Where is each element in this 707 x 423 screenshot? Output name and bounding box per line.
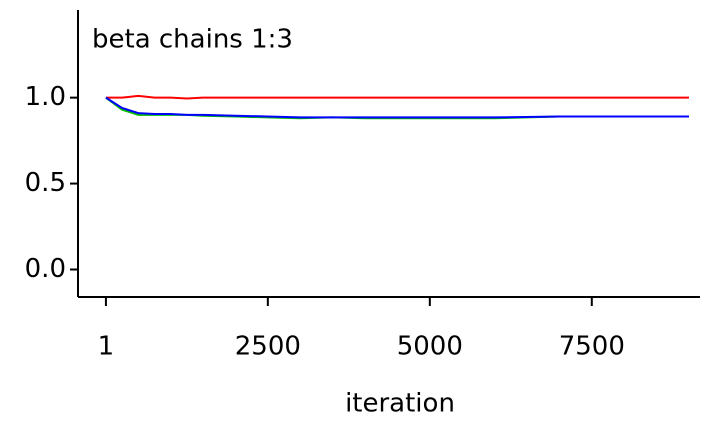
x-tick-label: 1	[98, 332, 115, 362]
x-tick-label: 5000	[397, 332, 463, 362]
x-tick-label: 2500	[235, 332, 301, 362]
x-axis-label: iteration	[345, 389, 455, 419]
series-line	[105, 96, 689, 119]
x-tick-label: 7500	[559, 332, 625, 362]
y-tick-label: 0.5	[25, 168, 66, 198]
series-line	[105, 94, 689, 100]
chart-title: beta chains 1:3	[92, 25, 293, 55]
y-tick-label: 1.0	[25, 82, 66, 112]
y-tick-label: 0.0	[25, 254, 66, 284]
